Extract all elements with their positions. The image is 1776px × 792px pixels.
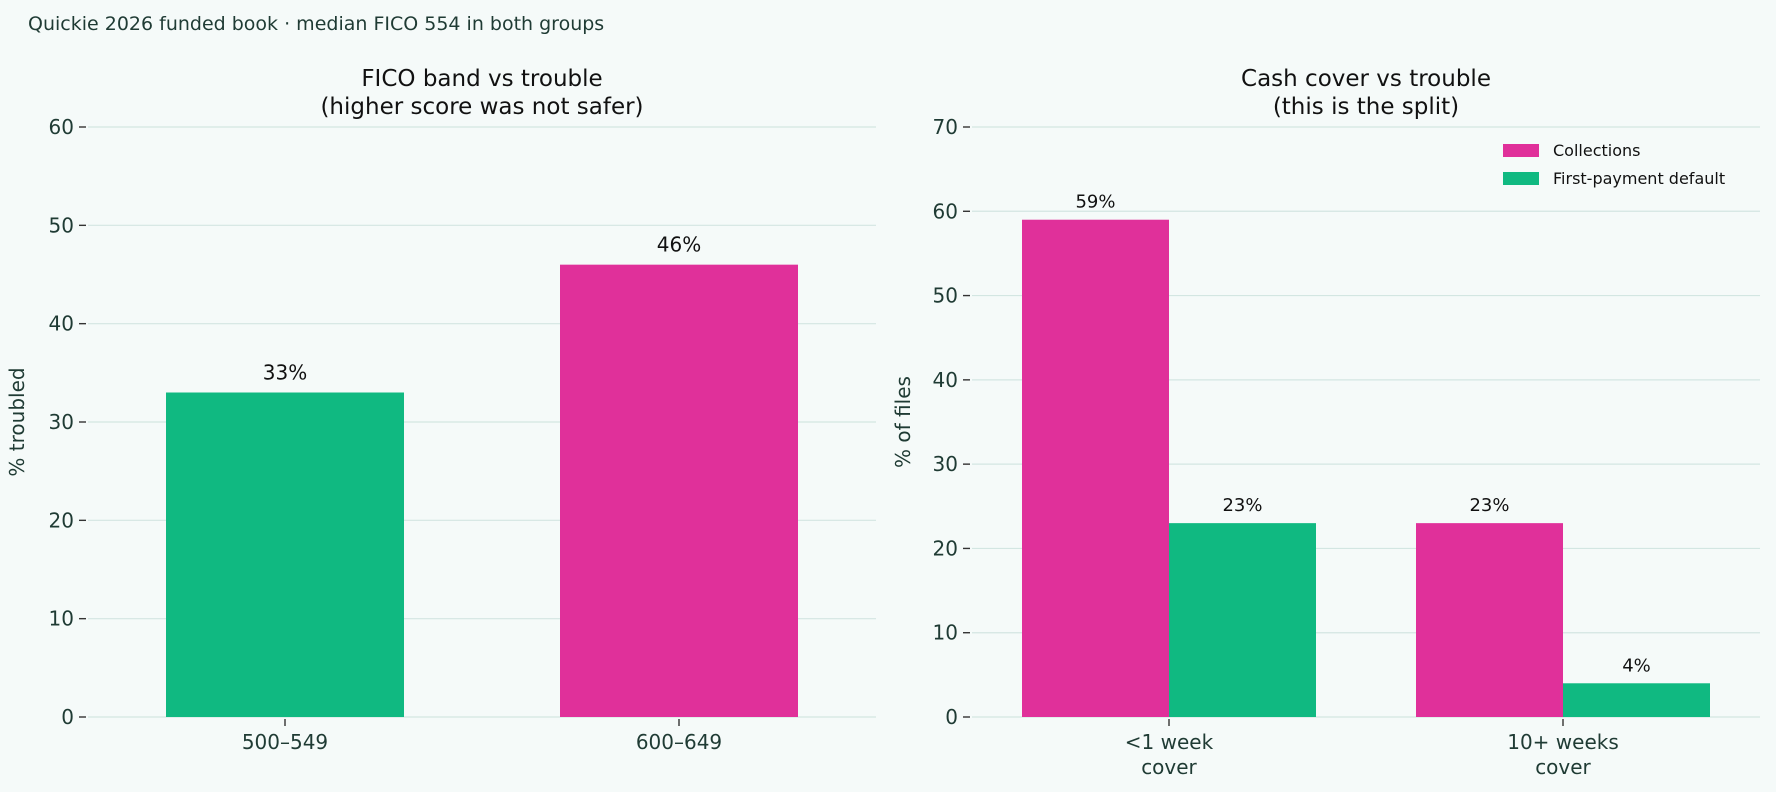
cash-x-tick-label: <1 week bbox=[1125, 730, 1214, 754]
fico-chart-subtitle: (higher score was not safer) bbox=[320, 94, 643, 120]
legend-label: First-payment default bbox=[1553, 169, 1725, 188]
fico-bar-value-label: 46% bbox=[657, 233, 701, 257]
cash-chart-subtitle: (this is the split) bbox=[1273, 94, 1459, 120]
fico-y-axis-label: % troubled bbox=[5, 367, 29, 476]
cash-y-tick-label: 20 bbox=[933, 536, 958, 560]
fico-y-tick-label: 50 bbox=[49, 213, 74, 237]
cash-x-tick-label: cover bbox=[1141, 755, 1197, 779]
fico-y-tick-label: 60 bbox=[49, 115, 74, 139]
cash-bar-value-label: 4% bbox=[1622, 655, 1651, 676]
fico-x-tick-label: 600–649 bbox=[636, 730, 722, 754]
cash-bar-value-label: 59% bbox=[1075, 192, 1115, 213]
figure-caption: Quickie 2026 funded book · median FICO 5… bbox=[28, 13, 604, 35]
cash-chart-title: Cash cover vs trouble bbox=[1241, 66, 1491, 92]
fico-bar bbox=[560, 264, 798, 717]
cash-bar-first-payment-default bbox=[1169, 523, 1316, 717]
cash-y-tick-label: 60 bbox=[933, 199, 958, 223]
fico-y-tick-label: 30 bbox=[49, 410, 74, 434]
legend-swatch bbox=[1503, 144, 1539, 157]
legend-label: Collections bbox=[1553, 141, 1640, 160]
fico-chart-title: FICO band vs trouble bbox=[361, 66, 602, 92]
cash-bar-collections bbox=[1022, 219, 1169, 717]
cash-y-tick-label: 0 bbox=[945, 705, 958, 729]
cash-y-tick-label: 30 bbox=[933, 452, 958, 476]
fico-y-tick-label: 40 bbox=[49, 312, 74, 336]
cash-y-axis-label: % of files bbox=[891, 376, 915, 468]
cash-y-tick-label: 10 bbox=[933, 621, 958, 645]
fico-y-tick-label: 0 bbox=[61, 705, 74, 729]
cash-y-tick-label: 70 bbox=[933, 115, 958, 139]
cash-x-tick-label: 10+ weeks bbox=[1507, 730, 1619, 754]
cash-bar-value-label: 23% bbox=[1469, 495, 1509, 516]
legend-swatch bbox=[1503, 172, 1539, 185]
cash-bar-collections bbox=[1416, 523, 1563, 717]
fico-bar bbox=[166, 392, 404, 717]
fico-bar-value-label: 33% bbox=[263, 361, 307, 385]
cash-x-tick-label: cover bbox=[1535, 755, 1591, 779]
cash-y-tick-label: 40 bbox=[933, 368, 958, 392]
fico-x-tick-label: 500–549 bbox=[242, 730, 328, 754]
cash-y-tick-label: 50 bbox=[933, 284, 958, 308]
fico-y-tick-label: 20 bbox=[49, 508, 74, 532]
cash-bar-value-label: 23% bbox=[1222, 495, 1262, 516]
fico-y-tick-label: 10 bbox=[49, 607, 74, 631]
cash-bar-first-payment-default bbox=[1563, 683, 1710, 717]
